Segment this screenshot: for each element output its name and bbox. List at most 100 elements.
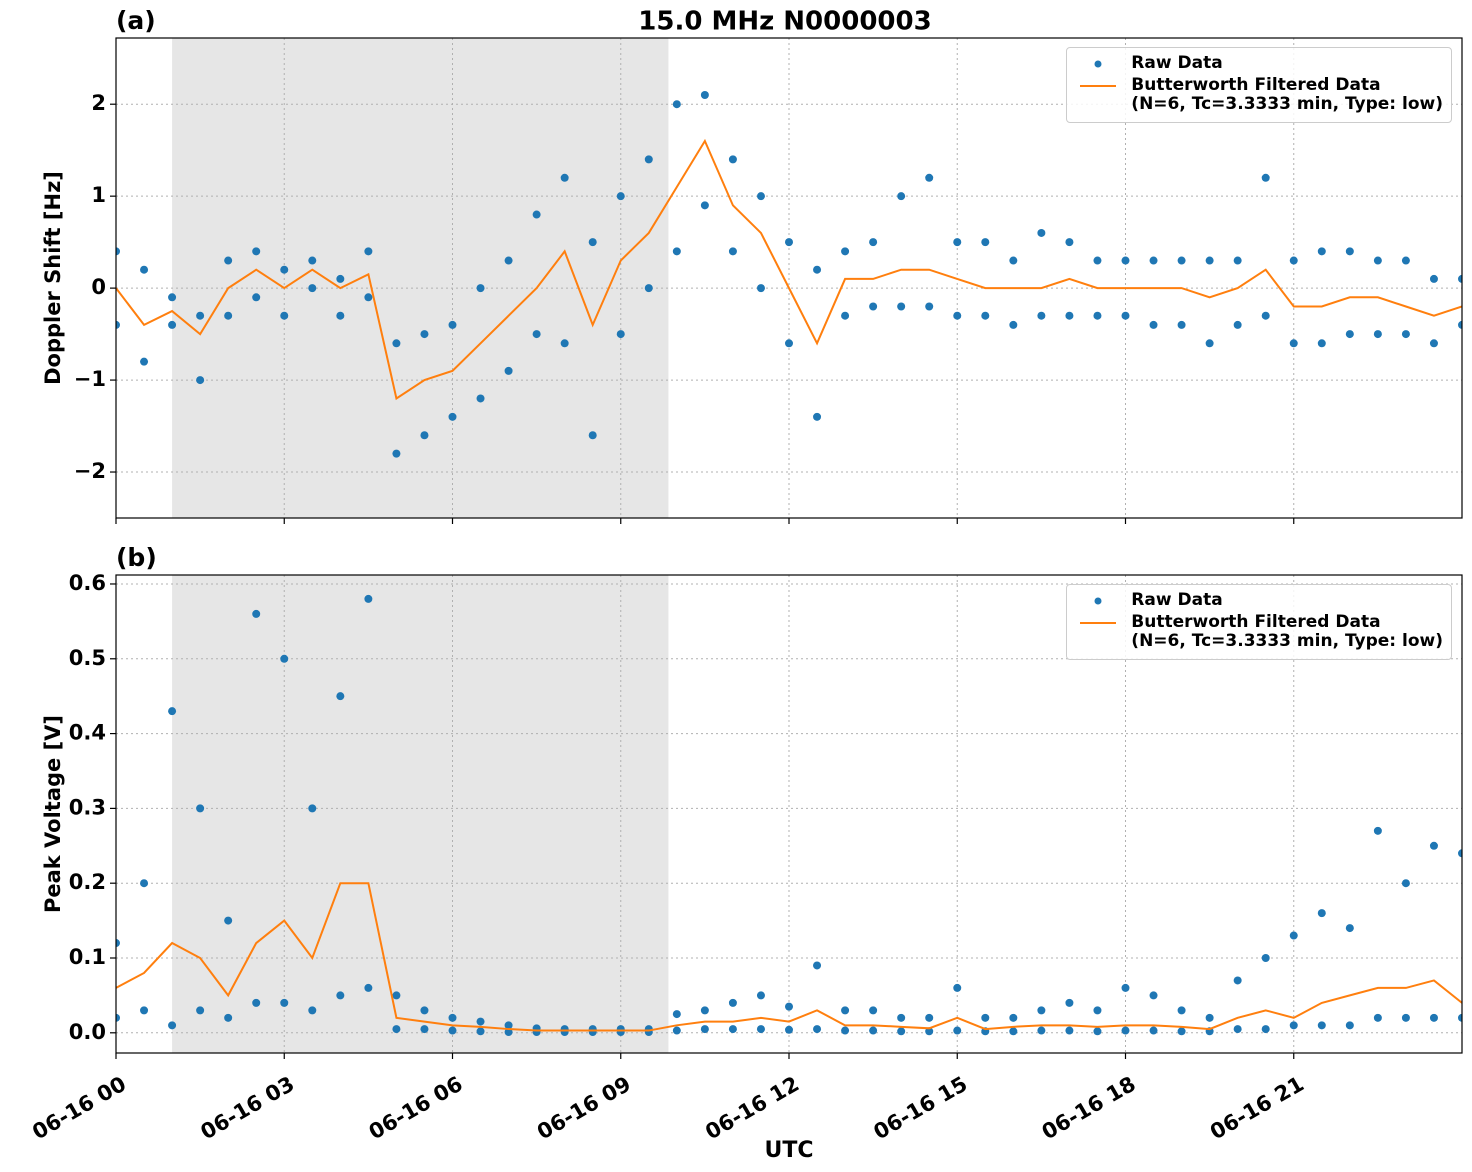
raw-point — [1149, 256, 1158, 265]
raw-point — [785, 1002, 793, 1011]
x-tick-label: 06-16 12 — [701, 1072, 803, 1145]
y-tick-label: 0.3 — [69, 795, 106, 819]
plot-frame — [115, 574, 1463, 1054]
legend-item: Butterworth Filtered Data (N=6, Tc=3.333… — [1073, 76, 1443, 114]
raw-point — [1289, 339, 1298, 348]
raw-point — [644, 284, 653, 293]
raw-point — [116, 320, 120, 329]
raw-point — [532, 1028, 541, 1037]
raw-point — [140, 357, 149, 366]
raw-point — [700, 91, 709, 100]
raw-point — [140, 879, 149, 888]
raw-point — [140, 265, 149, 274]
raw-point — [1373, 330, 1382, 339]
raw-point — [560, 339, 569, 348]
raw-point — [1233, 256, 1242, 265]
raw-point — [252, 609, 261, 618]
raw-point — [196, 376, 205, 385]
x-axis-label: UTC — [764, 1138, 813, 1163]
raw-point — [728, 998, 737, 1007]
raw-point — [532, 210, 541, 219]
x-tick-label: 06-16 03 — [197, 1072, 299, 1145]
raw-point — [1065, 311, 1074, 320]
raw-point — [392, 449, 401, 458]
legend-icon — [1094, 60, 1102, 68]
raw-point — [1317, 909, 1326, 918]
legend-label: Raw Data — [1131, 53, 1223, 73]
raw-point — [116, 247, 120, 256]
legend-icon — [1080, 622, 1117, 624]
raw-point — [420, 330, 429, 339]
raw-point — [476, 1027, 485, 1036]
raw-point — [168, 320, 177, 329]
raw-point — [224, 311, 233, 320]
raw-point — [1205, 256, 1214, 265]
raw-point — [1065, 998, 1074, 1007]
raw-point — [953, 983, 962, 992]
legend-label: Butterworth Filtered Data (N=6, Tc=3.333… — [1131, 612, 1443, 651]
raw-point — [1429, 1013, 1438, 1022]
raw-point — [448, 320, 457, 329]
raw-point — [560, 1028, 569, 1037]
raw-point — [1093, 1027, 1102, 1036]
y-tick-label: 0.4 — [69, 721, 106, 745]
raw-point — [224, 256, 233, 265]
raw-point — [448, 412, 457, 421]
legend-marker — [1094, 60, 1102, 68]
raw-point — [953, 1026, 962, 1035]
raw-point — [1317, 339, 1326, 348]
raw-point — [1289, 256, 1298, 265]
legend-item: Butterworth Filtered Data (N=6, Tc=3.333… — [1073, 613, 1443, 651]
y-tick-label: 1 — [91, 183, 106, 207]
raw-point — [1261, 173, 1270, 182]
raw-point — [280, 311, 289, 320]
raw-point — [841, 1026, 850, 1035]
raw-point — [728, 1025, 737, 1034]
raw-point — [196, 311, 205, 320]
raw-point — [336, 991, 345, 1000]
raw-point — [1401, 1013, 1410, 1022]
raw-point — [728, 247, 737, 256]
raw-point — [1401, 879, 1410, 888]
raw-point — [1345, 1021, 1354, 1030]
y-tick-label: −2 — [74, 459, 106, 483]
x-tick-label: 06-16 06 — [365, 1072, 467, 1145]
raw-point — [224, 1013, 233, 1022]
raw-point — [925, 1013, 934, 1022]
raw-point — [392, 339, 401, 348]
raw-point — [1177, 256, 1186, 265]
shaded-span — [172, 575, 669, 1053]
raw-point — [1037, 1026, 1046, 1035]
raw-point — [392, 991, 401, 1000]
raw-point — [420, 1025, 429, 1034]
raw-point — [1373, 826, 1382, 835]
legend-item: Raw Data — [1073, 591, 1443, 611]
raw-point — [224, 916, 233, 925]
raw-point — [504, 256, 513, 265]
x-tick-label: 06-16 21 — [1206, 1072, 1308, 1145]
raw-point — [448, 1013, 457, 1022]
x-tick-label: 06-16 15 — [870, 1072, 972, 1145]
raw-point — [756, 284, 765, 293]
raw-point — [1401, 330, 1410, 339]
raw-point — [1458, 849, 1462, 858]
x-tick-label: 06-16 09 — [533, 1072, 635, 1145]
raw-point — [1317, 247, 1326, 256]
raw-point — [1289, 1021, 1298, 1030]
raw-point — [841, 247, 850, 256]
raw-point — [1345, 924, 1354, 933]
raw-point — [308, 256, 317, 265]
raw-point — [813, 265, 822, 274]
raw-point — [1121, 1026, 1130, 1035]
raw-point — [1149, 320, 1158, 329]
raw-point — [476, 394, 485, 403]
raw-point — [869, 1006, 878, 1015]
raw-point — [897, 1013, 906, 1022]
shaded-span — [172, 38, 669, 518]
legend-icon — [1080, 85, 1117, 87]
raw-point — [700, 201, 709, 210]
raw-point — [785, 238, 793, 247]
raw-point — [116, 939, 120, 948]
raw-point — [813, 1025, 822, 1034]
plot-frame — [115, 37, 1463, 519]
